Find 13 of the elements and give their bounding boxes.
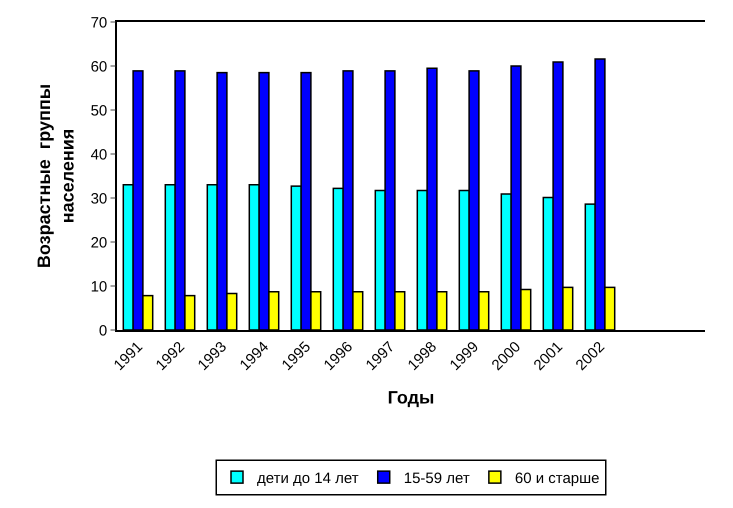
y-axis-title: Возрастные группы населения (34, 84, 78, 268)
y-tick-label: 30 (90, 190, 108, 208)
legend-label: 60 и старше (514, 470, 600, 487)
y-tick-label: 0 (98, 322, 108, 340)
y-tick-label: 60 (90, 58, 108, 76)
x-axis-title: Годы (388, 388, 434, 408)
legend-label: дети до 14 лет (257, 470, 359, 487)
y-tick-label: 50 (90, 102, 108, 120)
y-tick-label: 70 (90, 14, 108, 32)
y-tick-label: 40 (90, 146, 108, 164)
y-tick-label: 10 (90, 278, 108, 296)
y-tick-label: 20 (90, 234, 108, 252)
legend-label: 15-59 лет (404, 470, 470, 487)
